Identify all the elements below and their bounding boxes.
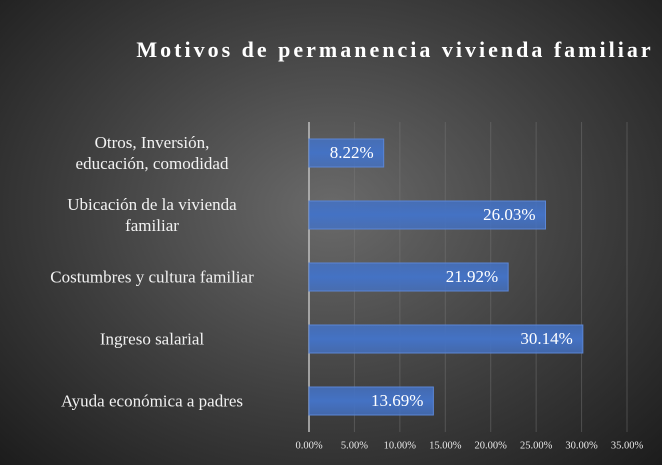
x-tick-label: 20.00% (475, 440, 508, 451)
x-tick-label: 35.00% (611, 440, 644, 451)
chart-title: Motivos de permanencia vivienda familiar (136, 37, 654, 62)
bar (308, 200, 547, 230)
x-tick-label: 15.00% (429, 440, 462, 451)
data-label: 30.14% (520, 329, 572, 348)
y-tick-label: Ingreso salarial (99, 329, 205, 349)
bar (308, 386, 434, 416)
bar (308, 138, 385, 168)
y-tick-label: Ubicación de la vivienda familiar (67, 195, 237, 235)
bar (308, 262, 509, 292)
x-tick-label: 10.00% (384, 440, 417, 451)
y-tick-label: Otros, Inversión, educación, comodidad (75, 133, 229, 173)
data-label: 26.03% (483, 205, 535, 224)
data-label: 21.92% (446, 267, 498, 286)
y-tick-label: Costumbres y cultura familiar (50, 267, 254, 287)
x-tick-label: 25.00% (520, 440, 553, 451)
data-label: 8.22% (330, 143, 374, 162)
bar (308, 324, 584, 354)
x-tick-label: 0.00% (295, 440, 322, 451)
y-tick-label: Ayuda económica a padres (60, 391, 244, 411)
x-tick-label: 5.00% (341, 440, 368, 451)
data-label: 13.69% (371, 391, 423, 410)
x-tick-label: 30.00% (565, 440, 598, 451)
